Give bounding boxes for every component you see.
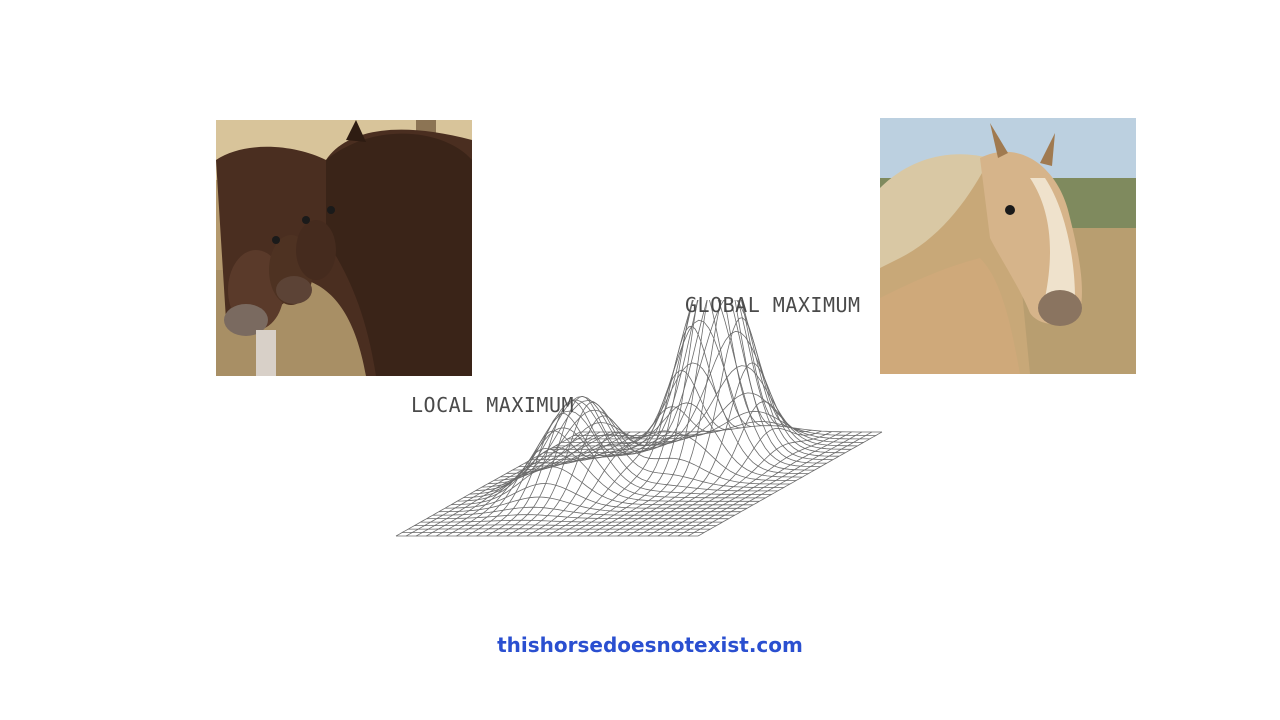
mesh-line-v	[526, 430, 712, 537]
global-maximum-label: GLOBAL MAXIMUM	[685, 293, 861, 317]
mesh-line-v	[536, 406, 722, 537]
mesh-line-v	[607, 317, 792, 537]
site-link[interactable]: thishorsedoesnotexist.com	[497, 633, 803, 657]
mesh-line-v	[556, 325, 742, 537]
local-maximum-label: LOCAL MAXIMUM	[411, 393, 575, 417]
mesh-line-u	[555, 365, 858, 447]
mesh-line-v	[436, 431, 621, 537]
mesh-line-v	[677, 431, 863, 537]
mesh-line-v	[506, 401, 691, 537]
mesh-line-v	[687, 431, 873, 537]
mesh-line-v	[617, 362, 802, 537]
generated-horse-image-right	[880, 118, 1136, 374]
mesh-line-v	[627, 401, 812, 537]
mesh-line-u	[469, 410, 772, 495]
mesh-line-v	[637, 427, 822, 537]
mesh-line-u	[438, 496, 741, 513]
optimization-landscape-surface	[395, 300, 883, 537]
mesh-line-v	[546, 369, 732, 537]
mesh-line-v	[597, 300, 782, 537]
mesh-line-v	[466, 430, 651, 537]
mesh-line-v	[566, 300, 752, 537]
mesh-line-v	[667, 431, 852, 537]
mesh-line-v	[657, 431, 842, 537]
generated-horse-image-left	[216, 120, 472, 376]
mesh-line-v	[587, 300, 772, 537]
mesh-line-u	[463, 427, 766, 499]
mesh-line-v	[577, 300, 762, 537]
mesh-line-v	[647, 431, 832, 537]
mesh-line-v	[496, 395, 681, 537]
mesh-line-v	[405, 431, 591, 537]
mesh-line-v	[486, 400, 671, 537]
mesh-line-v	[516, 415, 701, 537]
mesh-line-v	[415, 431, 601, 537]
mesh-line-v	[697, 431, 883, 537]
mesh-line-v	[446, 431, 631, 537]
